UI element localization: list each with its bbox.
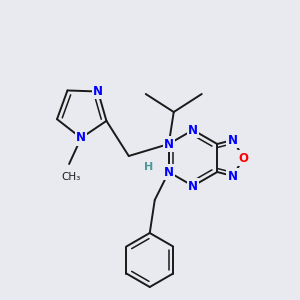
Text: N: N xyxy=(164,137,174,151)
Text: N: N xyxy=(76,131,86,145)
Text: CH₃: CH₃ xyxy=(61,172,81,182)
Text: N: N xyxy=(188,124,198,136)
Text: N: N xyxy=(188,179,198,193)
Text: N: N xyxy=(93,85,103,98)
Text: N: N xyxy=(164,166,174,178)
Text: H: H xyxy=(144,162,153,172)
Text: O: O xyxy=(239,152,249,164)
Text: N: N xyxy=(228,134,238,146)
Text: N: N xyxy=(228,169,238,182)
